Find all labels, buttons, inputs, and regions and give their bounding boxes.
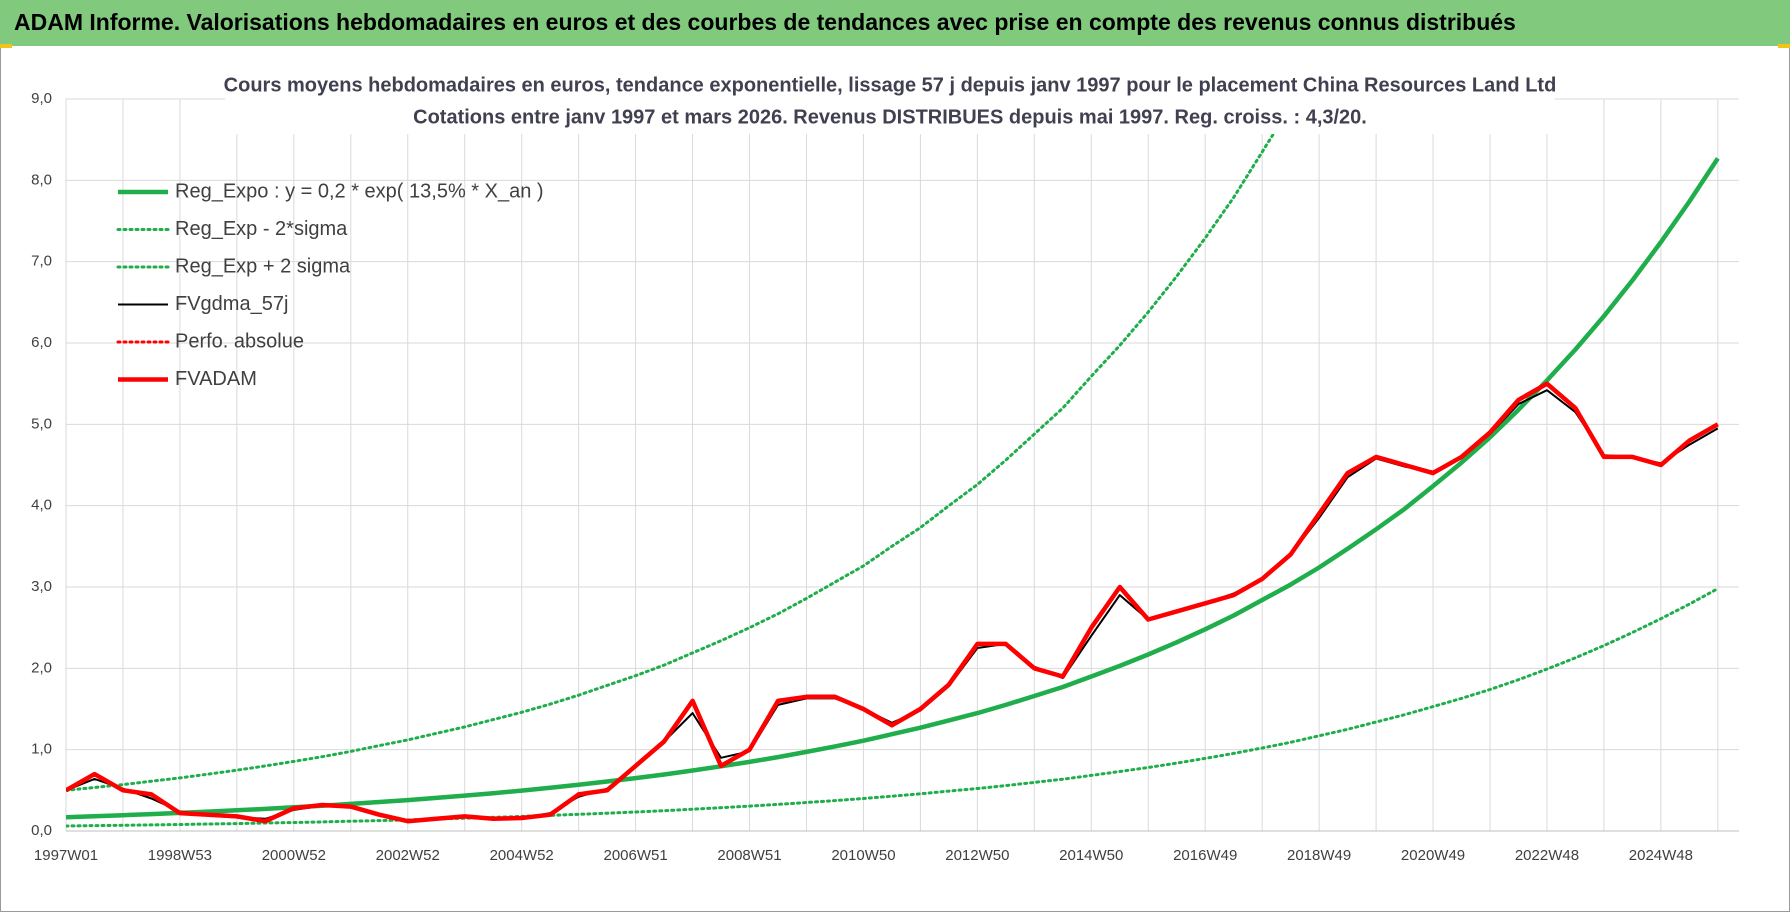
y-tick-label: 3,0 (31, 578, 52, 595)
x-tick-label: 2004W52 (490, 847, 554, 864)
header-bar (0, 0, 1790, 46)
x-tick-label: 2008W51 (717, 847, 781, 864)
x-tick-label: 2022W48 (1515, 847, 1579, 864)
y-tick-label: 1,0 (31, 741, 52, 758)
legend-label: Reg_Expo : y = 0,2 * exp( 13,5% * X_an ) (175, 180, 544, 202)
plot (66, 99, 1720, 828)
y-tick-label: 4,0 (31, 497, 52, 514)
y-tick-label: 9,0 (31, 90, 52, 107)
y-tick-label: 0,0 (31, 822, 52, 839)
x-tick-label: 2024W48 (1629, 847, 1693, 864)
corner (1778, 44, 1790, 48)
legend-label: FVgdma_57j (175, 293, 288, 315)
series-line (66, 99, 1297, 792)
legend-label: Reg_Exp - 2*sigma (175, 218, 348, 240)
series-line (66, 587, 1720, 828)
x-tick-label: 1997W01 (34, 847, 98, 864)
legend-label: Perfo. absolue (175, 330, 304, 352)
y-tick-label: 5,0 (31, 415, 52, 432)
legend-label: Reg_Exp + 2 sigma (175, 255, 351, 277)
corner (0, 44, 12, 48)
y-tick-label: 7,0 (31, 253, 52, 270)
x-tick-label: 2000W52 (262, 847, 326, 864)
x-tick-label: 2018W49 (1287, 847, 1351, 864)
grid: 0,0 1,0 2,0 3,0 4,0 5,0 6,0 7,0 8,0 9,0 1997W01 199… (31, 90, 1739, 864)
legend: Reg_Expo : y = 0,2 * exp( 13,5% * X_an )… (116, 180, 544, 390)
x-tick-label: 2002W52 (376, 847, 440, 864)
chart-subtitle: Cotations entre janv 1997 et mars 2026. … (413, 106, 1367, 128)
x-tick-label: 2014W50 (1059, 847, 1123, 864)
legend-label: FVADAM (175, 368, 257, 390)
x-tick-label: 2020W49 (1401, 847, 1465, 864)
page-title: ADAM Informe. Valorisations hebdomadaire… (14, 9, 1516, 35)
y-tick-label: 8,0 (31, 171, 52, 188)
y-tick-label: 2,0 (31, 659, 52, 676)
x-tick-label: 2010W50 (831, 847, 895, 864)
x-tick-label: 2012W50 (945, 847, 1009, 864)
title-background (225, 70, 1555, 134)
x-tick-label: 1998W53 (148, 847, 212, 864)
x-tick-label: 2006W51 (603, 847, 667, 864)
chart-title: Cours moyens hebdomadaires en euros, ten… (224, 74, 1557, 96)
y-tick-label: 6,0 (31, 334, 52, 351)
x-tick-label: 2016W49 (1173, 847, 1237, 864)
series-line (66, 381, 1719, 824)
